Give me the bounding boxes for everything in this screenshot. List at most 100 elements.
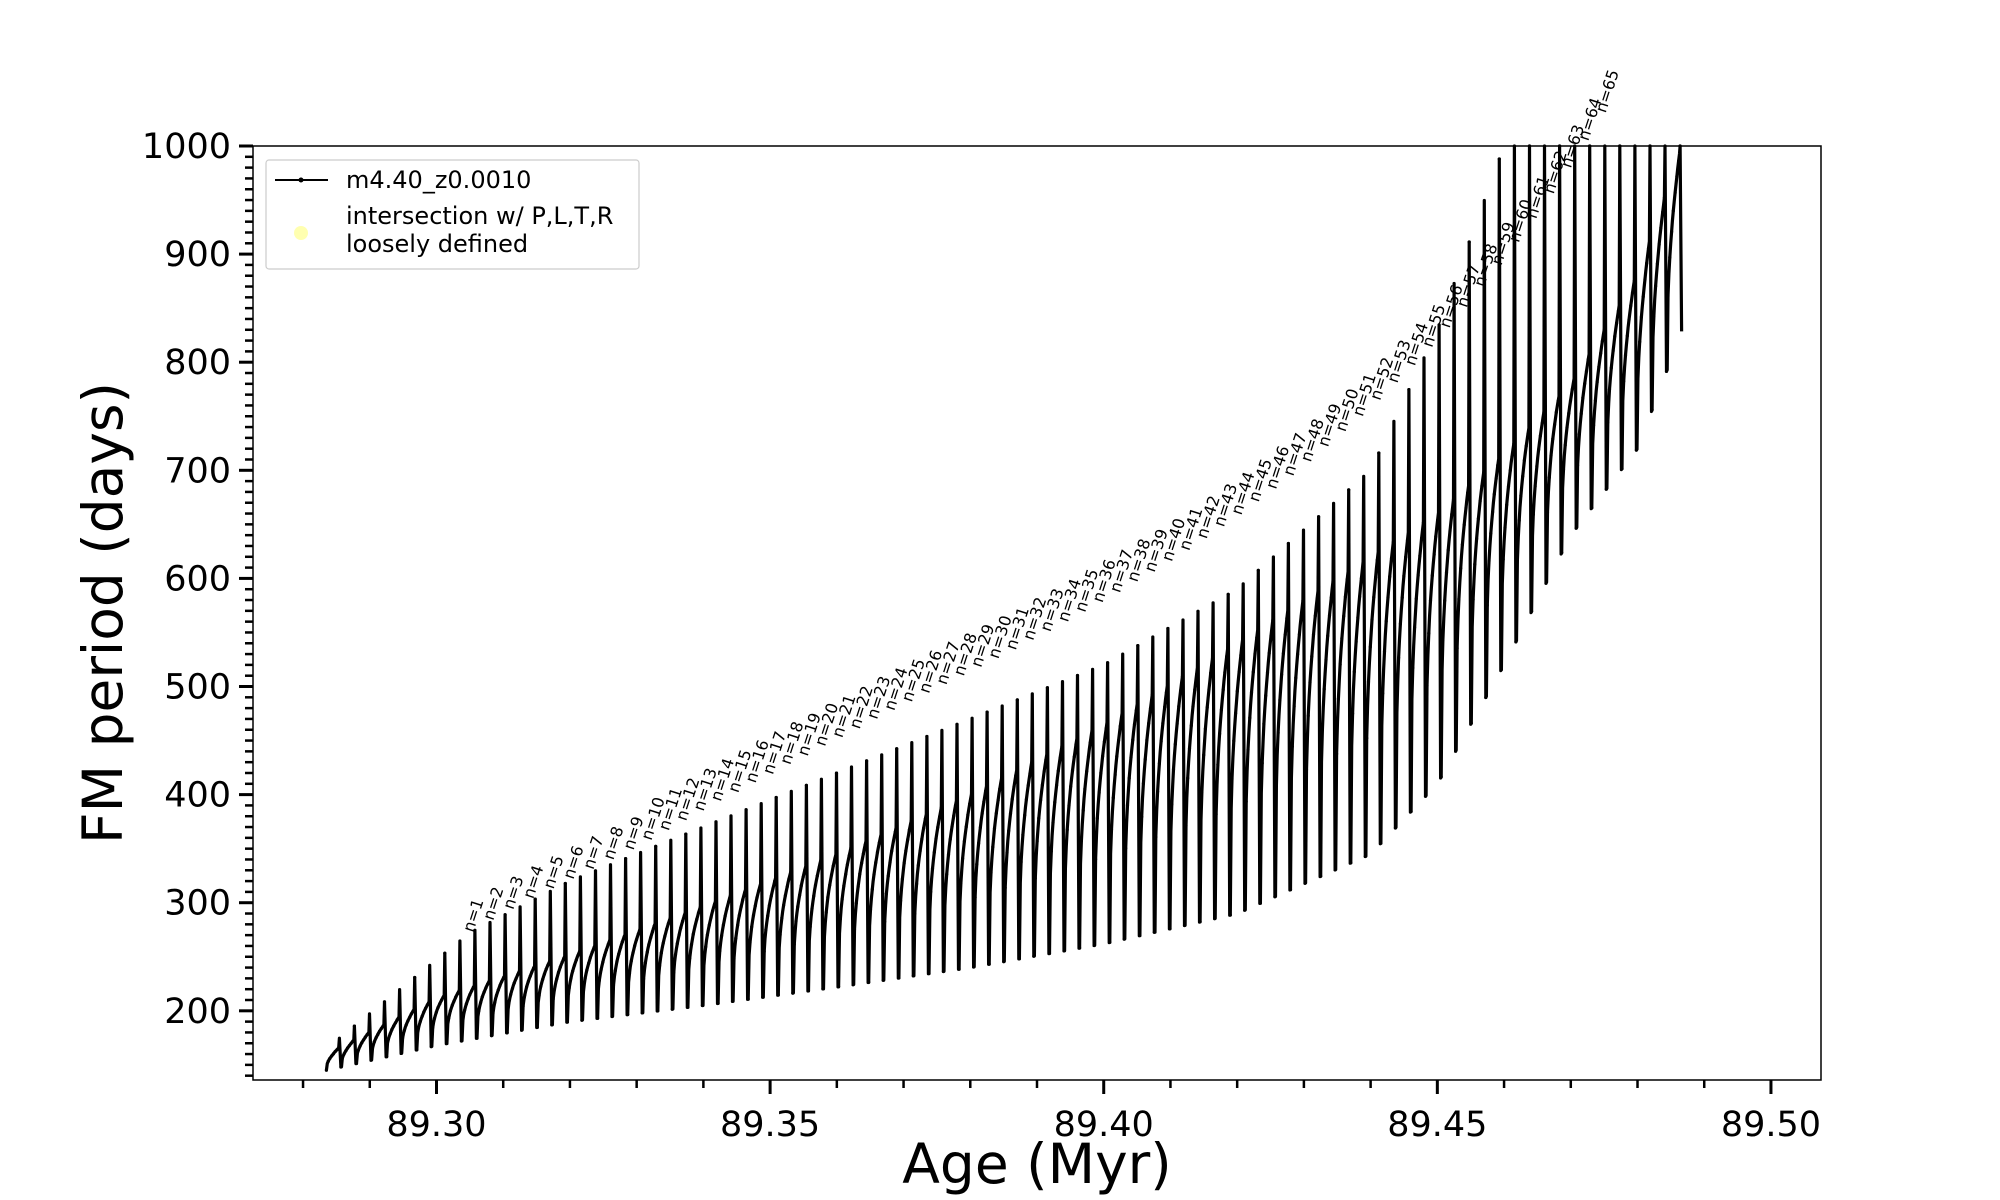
series-point [1136, 644, 1140, 648]
series-point [691, 932, 695, 937]
series-point [1320, 728, 1324, 732]
series-point [1352, 670, 1356, 674]
y-tick-label: 900 [164, 235, 231, 275]
legend-label-intersection-line-2: loosely defined [346, 230, 528, 258]
series-point [1109, 827, 1114, 832]
series-point [985, 710, 989, 714]
series-point [1237, 670, 1241, 674]
series-point [424, 1006, 428, 1010]
series-point [1625, 334, 1629, 338]
series-point [1506, 484, 1511, 488]
series-point [399, 1051, 403, 1055]
series-point [1568, 399, 1573, 403]
series-point [1471, 597, 1475, 602]
series-point [593, 869, 598, 873]
series-point [505, 1031, 509, 1035]
series-point [952, 814, 956, 818]
series-point [1294, 676, 1298, 680]
series-point [498, 983, 502, 988]
series-point [363, 1035, 367, 1039]
series-point [487, 979, 491, 983]
series-point [716, 1001, 720, 1006]
series-point [727, 900, 731, 904]
series-point [1239, 653, 1243, 657]
series-point [684, 832, 688, 836]
series-point [762, 949, 766, 954]
series-point [829, 873, 834, 877]
series-point [1462, 523, 1466, 527]
series-point [365, 1033, 369, 1037]
axis-layer: 89.30 89.35 89.40 89.45 89.50 200 300 400 500 600… [142, 127, 1821, 1145]
series-point [422, 1010, 426, 1014]
series-point [1365, 736, 1369, 740]
series-point [791, 991, 795, 995]
series-point [888, 860, 892, 865]
series-point [1384, 619, 1388, 623]
series-point [972, 965, 976, 969]
series-point [934, 837, 938, 841]
series-point [477, 1009, 481, 1013]
series-point [1152, 930, 1156, 934]
series-point [360, 1041, 364, 1045]
series-point [560, 960, 564, 965]
series-point [550, 1023, 554, 1027]
series-point [1097, 791, 1101, 795]
series-point [1313, 614, 1317, 618]
series-point [532, 966, 536, 970]
series-point [1345, 577, 1349, 582]
series-point [734, 936, 738, 940]
series-point [408, 1015, 412, 1019]
series-point [1576, 463, 1580, 467]
series-point [1218, 732, 1222, 736]
series-point [798, 893, 802, 897]
series-point [668, 916, 672, 920]
series-point [1622, 379, 1626, 383]
series-point [922, 826, 926, 830]
series-point [533, 897, 537, 901]
y-tick-label: 700 [164, 451, 231, 491]
series-point [1370, 618, 1374, 622]
series-point [1522, 458, 1526, 462]
series-point [420, 1014, 424, 1019]
series-point [1141, 781, 1145, 786]
series-point [544, 967, 548, 972]
series-point [1308, 680, 1312, 684]
series-point [1078, 946, 1082, 950]
series-point [578, 949, 582, 953]
y-tick-label: 200 [164, 992, 231, 1032]
series-point [696, 911, 701, 915]
series-point [585, 968, 589, 972]
series-point [1542, 410, 1546, 414]
series-point [1356, 615, 1360, 620]
series-point [1499, 668, 1503, 672]
series-point [385, 1055, 389, 1059]
series-point [429, 1045, 433, 1049]
series-point [1497, 157, 1501, 161]
series-point [459, 1039, 463, 1043]
series-point [340, 1056, 344, 1060]
series-point [977, 841, 981, 846]
series-point [324, 1068, 328, 1072]
series-point [328, 1056, 332, 1060]
series-point [787, 877, 791, 881]
series-point [447, 1016, 451, 1020]
y-tick-label: 400 [164, 776, 231, 816]
series-point [1630, 291, 1635, 295]
series-point [704, 945, 708, 949]
series-point [537, 993, 541, 998]
series-point [615, 959, 619, 963]
series-point [587, 961, 591, 965]
series-point [611, 983, 616, 988]
series-point [528, 974, 532, 978]
series-point [1400, 596, 1404, 600]
series-point [1326, 634, 1330, 638]
series-point [649, 936, 653, 940]
series-point [463, 1008, 467, 1012]
series-point [1092, 943, 1096, 948]
series-point [1338, 663, 1342, 667]
series-point [826, 895, 830, 899]
series-point [1106, 661, 1110, 665]
series-point [705, 933, 710, 937]
series-point [470, 989, 474, 993]
series-point [634, 938, 639, 942]
